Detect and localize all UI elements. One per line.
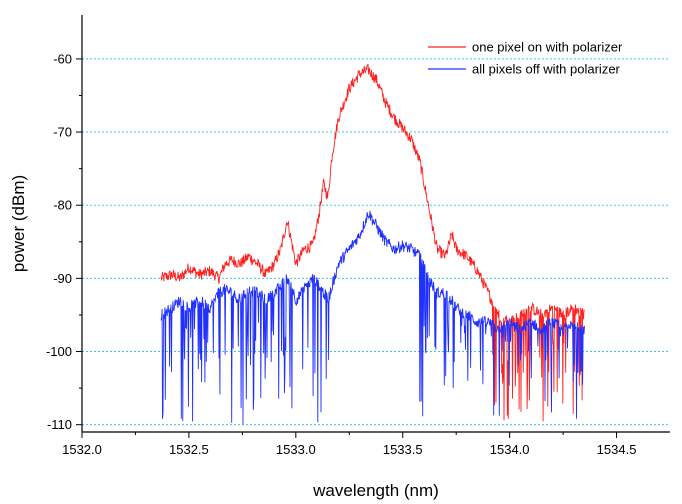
axes — [81, 15, 670, 433]
x-tick-label-2: 1533.0 — [276, 442, 316, 457]
y-tick-label-5: -60 — [53, 51, 72, 66]
x-tick-label-3: 1533.5 — [383, 442, 423, 457]
series-lines — [160, 63, 585, 425]
x-tick-label-1: 1532.5 — [169, 442, 209, 457]
y-tick-label-3: -80 — [53, 198, 72, 213]
x-ticks: 1532.0 1532.5 1533.0 1533.5 1534.0 1534.5 — [62, 432, 636, 457]
legend-label-one-pixel-on: one pixel on with polarizer — [472, 40, 623, 55]
series-line-0 — [160, 63, 585, 422]
x-tick-label-0: 1532.0 — [62, 442, 102, 457]
x-tick-label-5: 1534.5 — [597, 442, 637, 457]
y-axis-title: power (dBm) — [9, 175, 28, 272]
legend: one pixel on with polarizer all pixels o… — [428, 40, 623, 77]
x-tick-label-4: 1534.0 — [490, 442, 530, 457]
legend-label-all-pixels-off: all pixels off with polarizer — [472, 62, 621, 77]
y-tick-label-2: -90 — [53, 271, 72, 286]
y-tick-label-0: -110 — [47, 417, 72, 432]
y-ticks: -110 -100 -90 -80 -70 -60 — [46, 51, 82, 432]
series-line-1 — [160, 210, 585, 425]
y-tick-label-1: -100 — [46, 344, 72, 359]
x-axis-title: wavelength (nm) — [312, 481, 439, 500]
y-tick-label-4: -70 — [53, 125, 72, 140]
